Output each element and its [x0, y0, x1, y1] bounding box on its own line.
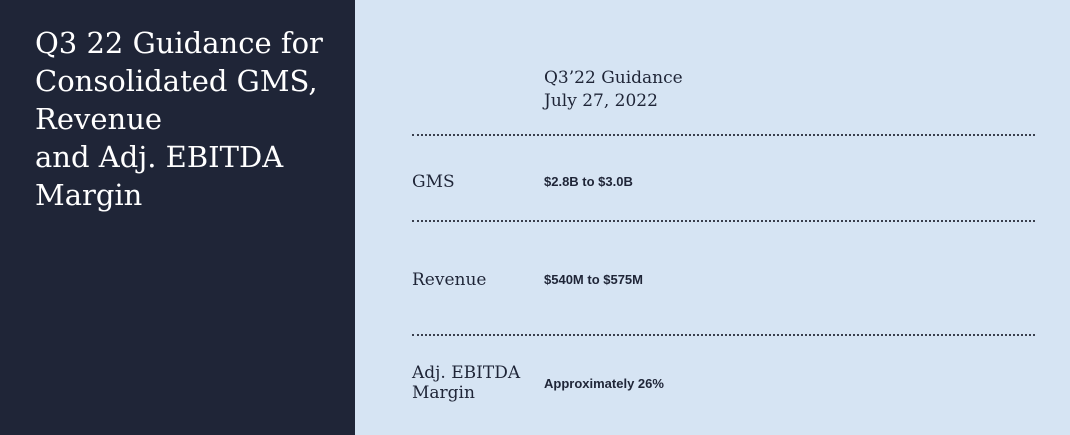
row-label-text: Adj. EBITDA	[412, 363, 521, 383]
page-title: Q3 22 Guidance for Consolidated GMS, Rev…	[35, 24, 345, 214]
row-divider	[412, 334, 1035, 336]
row-label-gms: GMS	[412, 172, 455, 192]
row-label-text: Margin	[412, 383, 475, 403]
row-label-text: Revenue	[412, 270, 487, 290]
guidance-table: Q3’22 Guidance July 27, 2022 GMS $2.8B t…	[355, 0, 1070, 435]
title-line: Margin	[35, 178, 143, 212]
column-header-title: Q3’22 Guidance	[544, 68, 683, 88]
title-line: and Adj. EBITDA	[35, 140, 284, 174]
row-label-text: GMS	[412, 172, 455, 192]
row-divider	[412, 220, 1035, 222]
row-value-revenue: $540M to $575M	[544, 272, 643, 287]
title-line: Revenue	[35, 102, 163, 136]
row-value-gms: $2.8B to $3.0B	[544, 174, 633, 189]
column-header-date: July 27, 2022	[544, 91, 658, 111]
title-panel: Q3 22 Guidance for Consolidated GMS, Rev…	[0, 0, 355, 435]
column-header: Q3’22 Guidance July 27, 2022	[544, 67, 683, 113]
row-label-adj-ebitda-margin: Adj. EBITDA Margin	[412, 363, 520, 403]
title-line: Consolidated GMS,	[35, 64, 318, 98]
row-divider	[412, 134, 1035, 136]
title-line: Q3 22 Guidance for	[35, 26, 323, 60]
row-value-adj-ebitda-margin: Approximately 26%	[544, 376, 664, 391]
row-label-revenue: Revenue	[412, 270, 486, 290]
